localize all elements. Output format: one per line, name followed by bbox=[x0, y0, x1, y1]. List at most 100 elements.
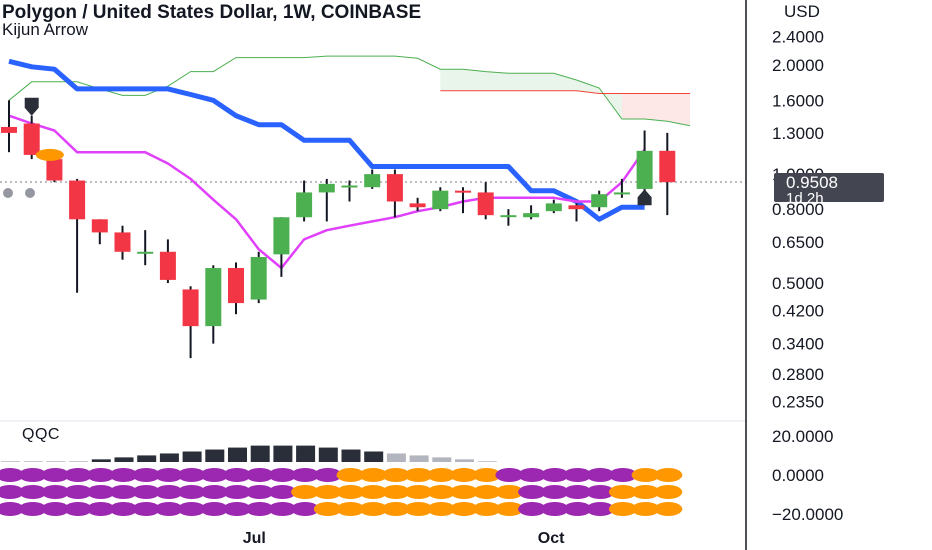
oscillator-dot bbox=[223, 485, 251, 499]
cloud-fill-bull bbox=[440, 69, 622, 120]
oscillator-dot bbox=[381, 502, 410, 516]
oscillator-dot bbox=[18, 468, 47, 482]
oscillator-dot bbox=[291, 502, 320, 516]
oscillator-dot bbox=[472, 502, 501, 516]
y-tick-label: 0.3400 bbox=[772, 335, 824, 354]
oscillator-dot bbox=[132, 468, 161, 482]
price-tag bbox=[774, 173, 884, 203]
oscillator-dot bbox=[631, 468, 660, 482]
histogram-bar bbox=[182, 451, 202, 462]
osc-tick-label: 20.0000 bbox=[772, 427, 833, 446]
histogram-bar bbox=[23, 461, 43, 462]
histogram-bar bbox=[91, 459, 111, 462]
histogram-bar bbox=[364, 451, 384, 462]
oscillator-dot bbox=[109, 502, 138, 516]
oscillator-dot bbox=[109, 468, 138, 482]
kijun-line bbox=[8, 58, 645, 222]
candle-body bbox=[432, 190, 449, 210]
oscillator-dot bbox=[132, 502, 161, 516]
candle-body bbox=[205, 268, 222, 327]
price-tag-value: 0.9508 bbox=[786, 173, 838, 192]
oscillator-dot bbox=[64, 485, 93, 499]
oscillator-dot bbox=[0, 468, 24, 482]
oscillator-dot bbox=[654, 485, 683, 499]
histogram-bar bbox=[477, 461, 497, 462]
oscillator-dot bbox=[608, 485, 637, 499]
y-tick-label: 0.2800 bbox=[772, 365, 824, 384]
oscillator-dot bbox=[472, 485, 501, 499]
oscillator-dot bbox=[41, 502, 70, 516]
histogram-bar bbox=[318, 447, 338, 462]
arrow-down-icon bbox=[24, 97, 39, 116]
oscillator-dot bbox=[336, 468, 365, 482]
indicator-name: Kijun Arrow bbox=[2, 20, 88, 39]
oscillator-dot bbox=[200, 502, 229, 516]
x-tick-label: Jul bbox=[243, 530, 266, 547]
oscillator-dot bbox=[268, 485, 297, 499]
oscillator-dot bbox=[336, 485, 365, 499]
oscillator-dot bbox=[586, 502, 615, 516]
histogram-bar bbox=[159, 453, 179, 462]
oscillator-dot bbox=[291, 468, 320, 482]
oscillator-dot bbox=[200, 468, 229, 482]
oscillator-dot bbox=[313, 502, 342, 516]
y-tick-label: 0.4200 bbox=[772, 301, 824, 320]
tenkan-line bbox=[8, 114, 646, 270]
oscillator-dot bbox=[427, 468, 456, 482]
y-tick-label: 0.6500 bbox=[772, 233, 824, 252]
oscillator-dot bbox=[427, 502, 456, 516]
candle-body bbox=[409, 203, 426, 208]
oscillator-dot bbox=[563, 485, 592, 499]
oscillator-dot bbox=[540, 502, 569, 516]
candle-body bbox=[159, 251, 176, 280]
oscillator-dot bbox=[563, 468, 592, 482]
oscillator-dot bbox=[154, 502, 183, 516]
histogram-bar bbox=[409, 455, 429, 462]
oscillator-dot bbox=[86, 502, 115, 516]
price-tag-countdown: 1d 2h bbox=[786, 190, 824, 207]
histogram-bar bbox=[386, 453, 406, 462]
oscillator-dot bbox=[518, 502, 547, 516]
oscillator-dot bbox=[654, 502, 683, 516]
histogram-bar bbox=[205, 449, 225, 462]
oscillator-dot bbox=[223, 502, 251, 516]
oscillator-dot bbox=[64, 468, 93, 482]
cloud-span-b bbox=[440, 90, 690, 94]
oscillator-dot bbox=[518, 468, 547, 482]
histogram-bar bbox=[69, 461, 89, 462]
y-tick-label: 0.5000 bbox=[772, 274, 824, 293]
oscillator-dot bbox=[495, 485, 524, 499]
oscillator-dot bbox=[427, 485, 456, 499]
oscillator-dot bbox=[608, 502, 637, 516]
oscillator-dot bbox=[86, 468, 115, 482]
oscillator-dot bbox=[109, 485, 138, 499]
oscillator-label: QQC bbox=[22, 426, 60, 443]
oscillator-dot bbox=[268, 502, 297, 516]
oscillator-dot bbox=[540, 485, 569, 499]
candle-body bbox=[386, 174, 403, 202]
cloud-fill-bear bbox=[621, 93, 690, 126]
oscillator-dot bbox=[245, 485, 274, 499]
candle-body bbox=[69, 180, 86, 220]
candle-body bbox=[273, 217, 290, 255]
osc-tick-label: −20.0000 bbox=[772, 505, 843, 524]
osc-tick-label: 0.0000 bbox=[772, 466, 824, 485]
candle-body bbox=[591, 194, 608, 208]
oscillator-dot bbox=[64, 502, 93, 516]
oscillator-dot bbox=[41, 468, 70, 482]
oscillator-dot bbox=[586, 485, 615, 499]
oscillator-dot bbox=[495, 468, 524, 482]
y-tick-label: 1.3000 bbox=[772, 124, 824, 143]
chart-title: Polygon / United States Dollar, 1W, COIN… bbox=[2, 2, 422, 23]
candle-body bbox=[500, 215, 517, 218]
y-tick-label: 2.0000 bbox=[772, 56, 824, 75]
oscillator-dot bbox=[586, 468, 615, 482]
oscillator-dot bbox=[608, 468, 637, 482]
histogram-bar bbox=[273, 445, 293, 462]
histogram-bar bbox=[228, 447, 247, 462]
y-tick-label: 2.4000 bbox=[772, 28, 824, 47]
candle-body bbox=[1, 126, 17, 133]
oscillator-dot bbox=[223, 468, 251, 482]
oscillator-dot bbox=[654, 468, 683, 482]
